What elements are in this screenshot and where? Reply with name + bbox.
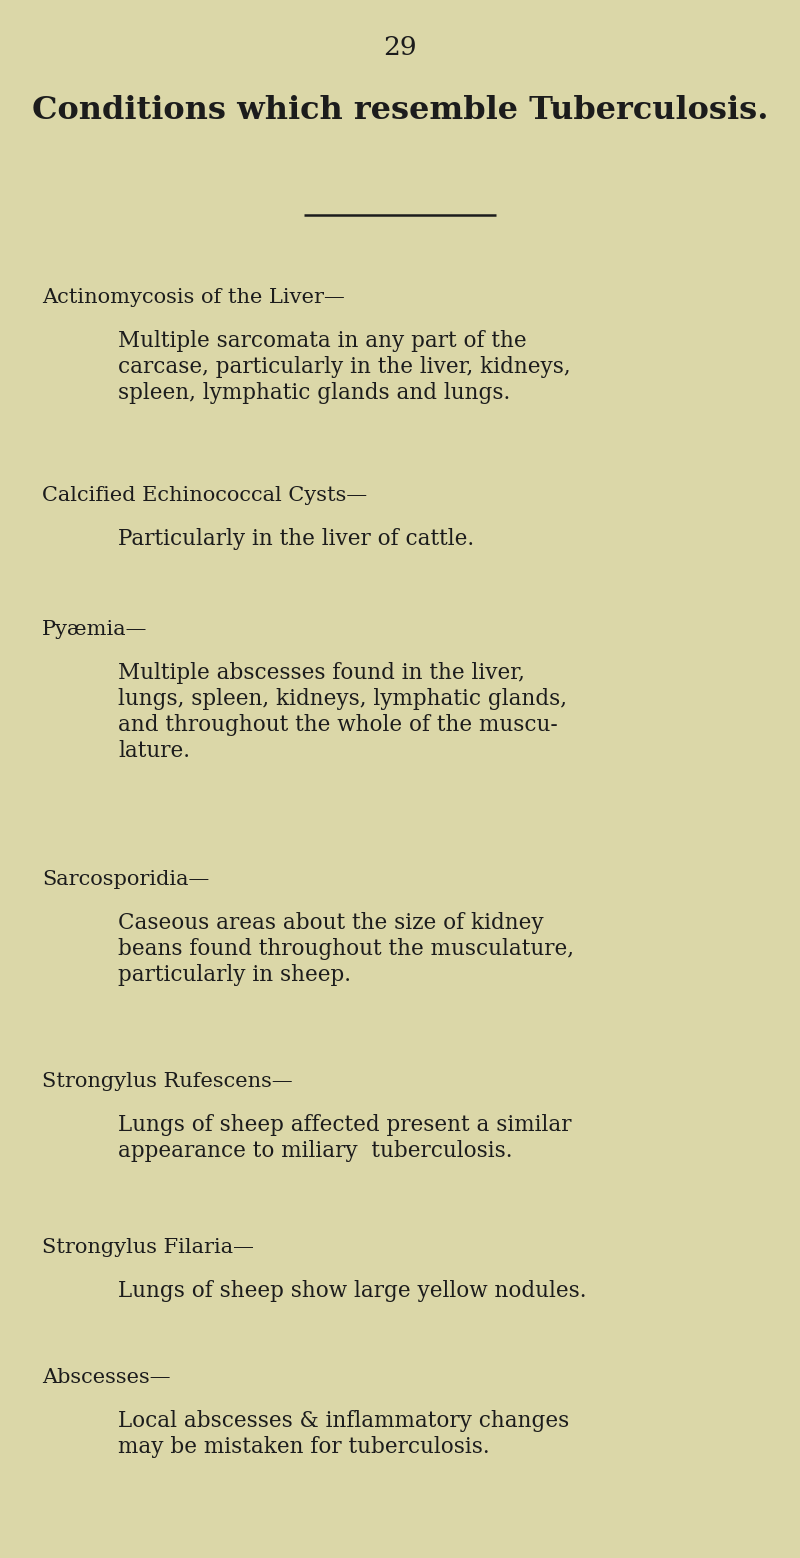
Text: lungs, spleen, kidneys, lymphatic glands,: lungs, spleen, kidneys, lymphatic glands… <box>118 689 567 710</box>
Text: beans found throughout the musculature,: beans found throughout the musculature, <box>118 938 574 960</box>
Text: 29: 29 <box>383 34 417 61</box>
Text: and throughout the whole of the muscu-: and throughout the whole of the muscu- <box>118 714 558 735</box>
Text: particularly in sheep.: particularly in sheep. <box>118 964 351 986</box>
Text: Strongylus Rufescens—: Strongylus Rufescens— <box>42 1072 293 1091</box>
Text: Lungs of sheep show large yellow nodules.: Lungs of sheep show large yellow nodules… <box>118 1281 586 1302</box>
Text: Multiple sarcomata in any part of the: Multiple sarcomata in any part of the <box>118 330 526 352</box>
Text: Caseous areas about the size of kidney: Caseous areas about the size of kidney <box>118 911 544 933</box>
Text: spleen, lymphatic glands and lungs.: spleen, lymphatic glands and lungs. <box>118 382 510 404</box>
Text: Pyæmia—: Pyæmia— <box>42 620 147 639</box>
Text: lature.: lature. <box>118 740 190 762</box>
Text: Conditions which resemble Tuberculosis.: Conditions which resemble Tuberculosis. <box>32 95 768 126</box>
Text: Actinomycosis of the Liver—: Actinomycosis of the Liver— <box>42 288 345 307</box>
Text: Calcified Echinococcal Cysts—: Calcified Echinococcal Cysts— <box>42 486 367 505</box>
Text: Strongylus Filaria—: Strongylus Filaria— <box>42 1239 254 1257</box>
Text: Multiple abscesses found in the liver,: Multiple abscesses found in the liver, <box>118 662 525 684</box>
Text: Lungs of sheep affected present a similar: Lungs of sheep affected present a simila… <box>118 1114 571 1136</box>
Text: Abscesses—: Abscesses— <box>42 1368 170 1387</box>
Text: may be mistaken for tuberculosis.: may be mistaken for tuberculosis. <box>118 1436 490 1458</box>
Text: Particularly in the liver of cattle.: Particularly in the liver of cattle. <box>118 528 474 550</box>
Text: appearance to miliary  tuberculosis.: appearance to miliary tuberculosis. <box>118 1140 513 1162</box>
Text: Local abscesses & inflammatory changes: Local abscesses & inflammatory changes <box>118 1410 570 1432</box>
Text: carcase, particularly in the liver, kidneys,: carcase, particularly in the liver, kidn… <box>118 355 570 379</box>
Text: Sarcosporidia—: Sarcosporidia— <box>42 869 210 890</box>
